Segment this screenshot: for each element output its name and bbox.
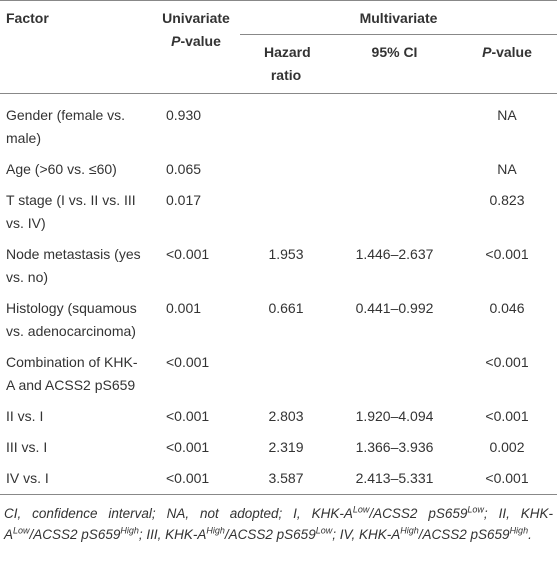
table-row: Gender (female vs. male) 0.930 NA: [0, 94, 557, 155]
table-cell: [240, 347, 332, 401]
footnote-text: High: [400, 525, 419, 536]
footnote-text: CI, confidence interval; NA, not adopted…: [4, 506, 353, 521]
table-row: II vs. I <0.001 2.803 1.920–4.094 <0.001: [0, 401, 557, 432]
table-row: Age (>60 vs. ≤60) 0.065 NA: [0, 154, 557, 185]
table-cell: <0.001: [166, 439, 210, 455]
footnote-text: /ACSS2 pS659: [224, 527, 316, 542]
footnote-text: High: [206, 525, 225, 536]
table-row: Histology (squamous vs. adenocarcinoma) 0…: [0, 293, 557, 347]
table-cell: Node metastasis (yes vs. no): [6, 246, 141, 285]
table-cell: Combination of KHK-A and ACSS2 pS659: [6, 354, 138, 393]
table-cell: 1.920–4.094: [355, 408, 434, 424]
table-cell: 2.413–5.331: [355, 470, 434, 486]
table-row: IV vs. I <0.001 3.587 2.413–5.331 <0.001: [0, 463, 557, 495]
footnote-text: ; III, KHK-A: [138, 527, 207, 542]
table-row: III vs. I <0.001 2.319 1.366–3.936 0.002: [0, 432, 557, 463]
table-cell: 0.661: [268, 300, 304, 316]
table-cell: [332, 154, 457, 185]
header-cell: Factor: [6, 10, 49, 26]
table-cell: NA: [497, 161, 517, 177]
header-cell: P-value: [457, 35, 557, 94]
table-cell: [240, 185, 332, 239]
table-cell: 1.366–3.936: [355, 439, 434, 455]
header-cell: Hazard ratio: [264, 44, 311, 83]
table-cell: [240, 154, 332, 185]
header-text: -value: [491, 44, 532, 60]
footnote: CI, confidence interval; NA, not adopted…: [0, 495, 557, 545]
header-cell: Multivariate: [240, 0, 557, 35]
footnote-text: Low: [13, 525, 30, 536]
table-header: Factor Univariate P-value Multivariate Ha…: [0, 0, 557, 94]
table-cell: <0.001: [485, 470, 529, 486]
table-cell: NA: [497, 107, 517, 123]
header-cell: 95% CI: [371, 44, 418, 60]
table-cell: <0.001: [166, 246, 210, 262]
table-cell: <0.001: [166, 408, 210, 424]
table-cell: II vs. I: [6, 408, 44, 424]
table-cell: <0.001: [485, 408, 529, 424]
table-cell: 0.441–0.992: [355, 300, 434, 316]
table-cell: 3.587: [268, 470, 304, 486]
table-cell: Histology (squamous vs. adenocarcinoma): [6, 300, 137, 339]
footnote-text: /ACSS2 pS659: [418, 527, 510, 542]
table-cell: <0.001: [166, 470, 210, 486]
table-cell: 2.803: [268, 408, 304, 424]
table-cell: [240, 94, 332, 155]
footnote-text: /ACSS2 pS659: [29, 527, 121, 542]
table-cell: Age (>60 vs. ≤60): [6, 161, 117, 177]
table-cell: 1.446–2.637: [355, 246, 434, 262]
footnote-text: High: [120, 525, 139, 536]
table-cell: 0.823: [489, 192, 525, 208]
footnote-text: /ACSS2 pS659: [369, 506, 468, 521]
table-cell: <0.001: [485, 246, 529, 262]
header-cell: Univariate P-value: [152, 1, 240, 94]
table-row: Combination of KHK-A and ACSS2 pS659 <0.0…: [0, 347, 557, 401]
table-cell: T stage (I vs. II vs. III vs. IV): [6, 192, 136, 231]
footnote-text: Low: [315, 525, 333, 536]
table-cell: <0.001: [485, 354, 529, 370]
table-cell: 1.953: [268, 246, 304, 262]
table-cell: [332, 94, 457, 155]
table-row: T stage (I vs. II vs. III vs. IV) 0.017 0.…: [0, 185, 557, 239]
header-text: Univariate: [162, 10, 230, 26]
results-table: Factor Univariate P-value Multivariate Ha…: [0, 0, 557, 495]
table-cell: <0.001: [166, 354, 210, 370]
table-cell: 0.930: [166, 107, 202, 123]
table-cell: [332, 347, 457, 401]
table-cell: 0.001: [166, 300, 202, 316]
table-cell: III vs. I: [6, 439, 48, 455]
footnote-text: ; II, KHK-A: [4, 506, 553, 542]
footnote-text: ; IV, KHK-A: [332, 527, 401, 542]
header-text: P: [171, 33, 181, 49]
table-cell: 0.002: [489, 439, 525, 455]
footnote-text: .: [528, 527, 532, 542]
footnote-text: Low: [352, 504, 370, 515]
table-cell: [332, 185, 457, 239]
table-cell: 0.017: [166, 192, 202, 208]
header-text: -value: [180, 33, 221, 49]
table-cell: 2.319: [268, 439, 304, 455]
table-cell: 0.065: [166, 161, 202, 177]
table-cell: 0.046: [489, 300, 525, 316]
footnote-text: Low: [467, 504, 484, 515]
header-text: P: [482, 44, 492, 60]
table-body: Gender (female vs. male) 0.930 NA Age (>60 …: [0, 94, 557, 495]
table-row: Node metastasis (yes vs. no) <0.001 1.953 1…: [0, 239, 557, 293]
table-cell: Gender (female vs. male): [6, 107, 126, 146]
table-cell: IV vs. I: [6, 470, 49, 486]
footnote-text: High: [509, 525, 529, 536]
